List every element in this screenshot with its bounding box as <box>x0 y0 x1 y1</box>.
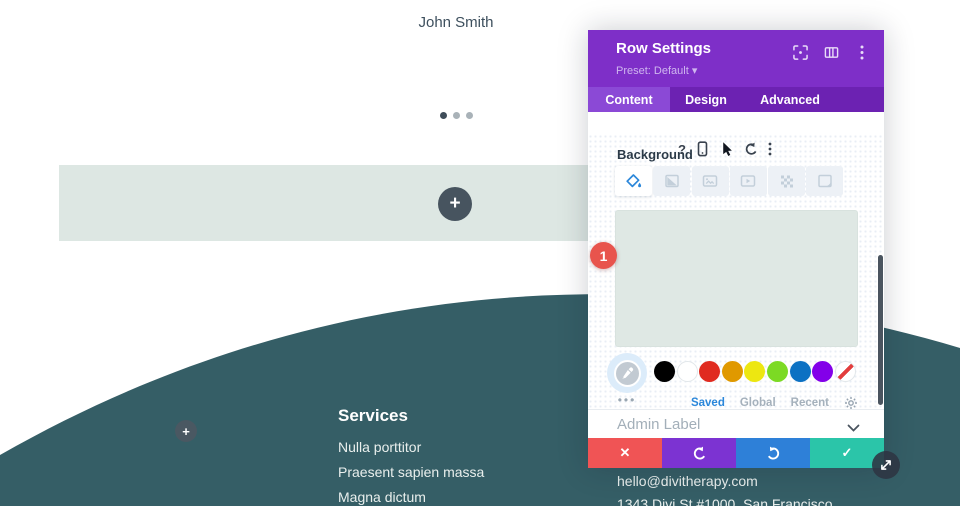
status-badge: 1 <box>590 242 617 269</box>
bg-type-pattern-tab[interactable] <box>768 166 806 196</box>
palette-tabs: Saved Global Recent <box>691 396 858 410</box>
layout-columns-icon[interactable] <box>823 44 839 60</box>
add-section-button[interactable]: + <box>175 420 197 442</box>
undo-icon <box>693 446 705 459</box>
palette-tab-global[interactable]: Global <box>739 397 776 409</box>
service-link[interactable]: Magna dictum <box>338 489 426 505</box>
background-toolbar: ? <box>678 141 772 157</box>
more-swatches-button[interactable]: ••• <box>617 393 637 407</box>
background-type-tabs <box>615 166 844 196</box>
palette-tab-recent[interactable]: Recent <box>790 397 829 409</box>
redo-icon <box>767 446 779 459</box>
tab-content[interactable]: Content <box>588 87 670 112</box>
contact-address: 1343 Divi St #1000, San Francisco <box>617 496 833 506</box>
gear-icon[interactable] <box>844 396 858 410</box>
check-icon: ✓ <box>841 445 853 460</box>
swatch-row <box>654 361 856 382</box>
color-swatch[interactable] <box>699 361 721 382</box>
carousel-dots <box>440 112 473 119</box>
color-swatch[interactable] <box>766 361 788 382</box>
more-menu-icon[interactable] <box>854 44 870 60</box>
admin-label-toggle[interactable]: Admin Label <box>588 410 884 438</box>
services-block: Services Nulla porttitor Praesent sapien … <box>338 406 484 506</box>
gradient-icon <box>665 174 679 188</box>
services-list: Nulla porttitor Praesent sapien massa Magn… <box>338 439 484 505</box>
modal-header[interactable]: Row Settings Preset: Default ▾ <box>588 30 884 87</box>
contact-email[interactable]: hello@divitherapy.com <box>617 473 758 489</box>
resize-diagonal-icon <box>881 460 891 470</box>
video-icon <box>741 175 756 187</box>
mask-icon <box>818 174 832 188</box>
expand-modal-icon[interactable] <box>792 44 808 60</box>
caret-down-icon: ▾ <box>691 65 698 77</box>
redo-button[interactable] <box>736 438 810 468</box>
tab-design[interactable]: Design <box>685 92 727 107</box>
paint-bucket-icon <box>625 174 641 188</box>
section-divider <box>588 409 884 410</box>
background-section-label: Background <box>617 147 693 162</box>
modal-footer: ✕ ✓ <box>588 438 884 468</box>
current-color-picker[interactable] <box>607 353 647 393</box>
color-swatch[interactable] <box>654 361 675 382</box>
chevron-down-icon <box>847 420 860 438</box>
service-link[interactable]: Nulla porttitor <box>338 439 422 455</box>
settings-tab-bar: Content Design Advanced <box>588 87 884 112</box>
hover-cursor-icon[interactable] <box>719 141 734 157</box>
contact-block: hello@divitherapy.com 1343 Divi St #1000… <box>617 470 833 506</box>
color-swatch[interactable] <box>676 361 698 382</box>
admin-label-text: Admin Label <box>617 416 701 433</box>
carousel-dot[interactable] <box>453 112 460 119</box>
reset-icon[interactable] <box>744 142 758 156</box>
modal-scrollbar[interactable] <box>878 255 883 405</box>
carousel-dot[interactable] <box>466 112 473 119</box>
color-swatch[interactable] <box>812 361 834 382</box>
modal-resize-handle[interactable] <box>872 451 900 479</box>
page-title: John Smith <box>418 14 494 31</box>
modal-title: Row Settings <box>616 40 712 57</box>
responsive-phone-icon[interactable] <box>696 141 709 157</box>
color-swatch[interactable] <box>744 361 766 382</box>
modal-body: Background ? <box>588 112 884 438</box>
bg-type-color-tab[interactable] <box>615 166 652 196</box>
carousel-dot[interactable] <box>440 112 447 119</box>
add-module-button[interactable]: + <box>438 187 472 221</box>
bg-type-video-tab[interactable] <box>729 166 767 196</box>
background-color-preview[interactable] <box>615 210 858 347</box>
close-icon: ✕ <box>619 445 631 460</box>
eyedropper-icon <box>613 359 641 387</box>
save-button[interactable]: ✓ <box>810 438 884 468</box>
pattern-icon <box>780 175 793 188</box>
service-link[interactable]: Praesent sapien massa <box>338 464 485 480</box>
tab-advanced[interactable]: Advanced <box>760 92 820 107</box>
discard-button[interactable]: ✕ <box>588 438 662 468</box>
color-swatch[interactable] <box>789 361 811 382</box>
row-settings-modal: Row Settings Preset: Default ▾ <box>588 30 884 468</box>
preset-selector[interactable]: Preset: Default ▾ <box>616 65 698 77</box>
bg-type-gradient-tab[interactable] <box>653 166 691 196</box>
bg-type-mask-tab[interactable] <box>806 166 844 196</box>
color-swatch[interactable] <box>721 361 743 382</box>
bg-type-image-tab[interactable] <box>691 166 729 196</box>
services-heading: Services <box>338 406 408 425</box>
palette-tab-saved[interactable]: Saved <box>690 397 725 409</box>
more-options-icon[interactable] <box>768 142 772 156</box>
image-icon <box>702 175 718 187</box>
help-icon[interactable]: ? <box>678 141 686 157</box>
undo-button[interactable] <box>662 438 736 468</box>
swatch-no-color[interactable] <box>834 361 856 382</box>
